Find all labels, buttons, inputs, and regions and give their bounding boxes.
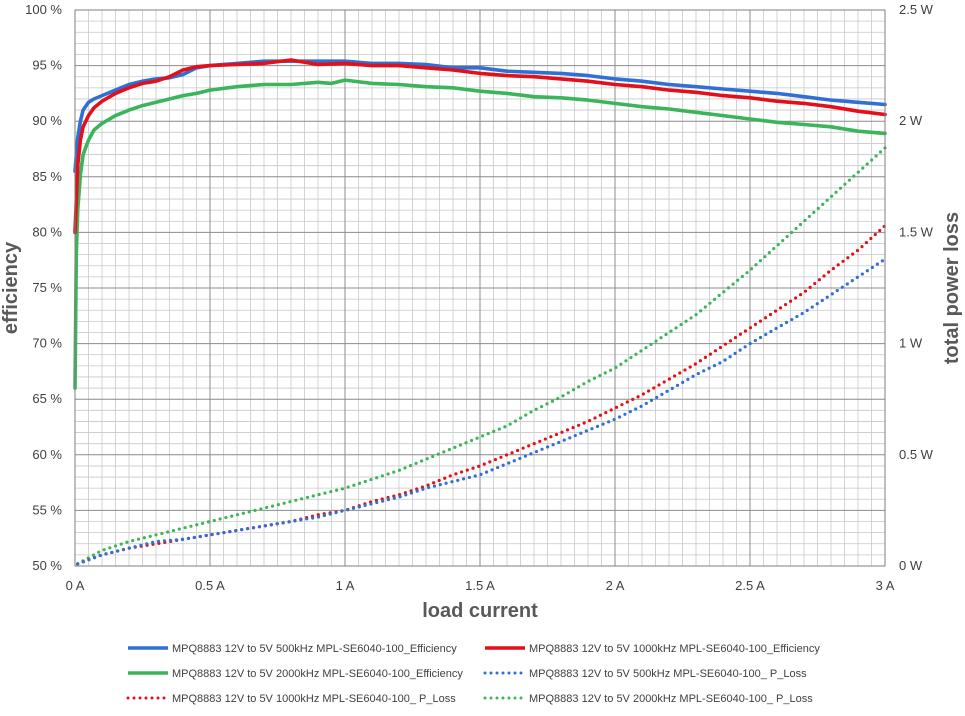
x-tick-label: 3 A [876, 578, 895, 593]
y-left-tick-label: 55 % [32, 502, 62, 517]
y-right-tick-label: 0 W [899, 558, 923, 573]
y-right-tick-label: 2.5 W [899, 2, 934, 17]
y-left-tick-label: 65 % [32, 391, 62, 406]
legend-label: MPQ8883 12V to 5V 1000kHz MPL-SE6040-100… [529, 643, 820, 655]
axes: 0 A 0.5 A 1 A 1.5 A 2 A 2.5 A 3 A 50 % 55 % 60 % 6… [25, 2, 934, 593]
legend-label: MPQ8883 12V to 5V 1000kHz MPL-SE6040-100… [172, 693, 456, 705]
y-left-tick-label: 60 % [32, 447, 62, 462]
x-tick-label: 1.5 A [465, 578, 495, 593]
plot-area-border [74, 9, 886, 567]
y-right-tick-label: 1.5 W [899, 224, 934, 239]
x-tick-label: 1 A [336, 578, 355, 593]
y-left-tick-label: 50 % [32, 558, 62, 573]
legend-label: MPQ8883 12V to 5V 2000kHz MPL-SE6040-100… [529, 693, 813, 705]
grid [74, 9, 886, 567]
legend-label: MPQ8883 12V to 5V 2000kHz MPL-SE6040-100… [172, 668, 463, 680]
y-left-tick-label: 90 % [32, 113, 62, 128]
x-tick-label: 2.5 A [735, 578, 765, 593]
y-right-tick-label: 1 W [899, 336, 923, 351]
series-line [76, 224, 887, 566]
y-left-tick-label: 85 % [32, 169, 62, 184]
series-line [73, 59, 887, 173]
y-axis-left-title: efficiency [0, 241, 22, 334]
series-line [73, 58, 887, 235]
y-axis-right-title: total power loss [941, 212, 963, 364]
y-left-tick-label: 100 % [25, 2, 62, 17]
legend: MPQ8883 12V to 5V 500kHz MPL-SE6040-100_… [126, 643, 820, 705]
y-right-tick-label: 0.5 W [899, 447, 934, 462]
y-left-tick-label: 95 % [32, 58, 62, 73]
x-tick-label: 0.5 A [195, 578, 225, 593]
y-left-tick-label: 75 % [32, 280, 62, 295]
plot-series [73, 58, 887, 566]
x-axis-title: load current [422, 600, 538, 622]
legend-label: MPQ8883 12V to 5V 500kHz MPL-SE6040-100_… [529, 668, 807, 680]
y-right-tick-label: 2 W [899, 113, 923, 128]
legend-label: MPQ8883 12V to 5V 500kHz MPL-SE6040-100_… [172, 643, 457, 655]
y-left-tick-label: 80 % [32, 224, 62, 239]
x-tick-label: 2 A [606, 578, 625, 593]
series-line [73, 78, 887, 390]
y-left-tick-label: 70 % [32, 336, 62, 351]
series-line [76, 257, 887, 566]
x-tick-label: 0 A [66, 578, 85, 593]
